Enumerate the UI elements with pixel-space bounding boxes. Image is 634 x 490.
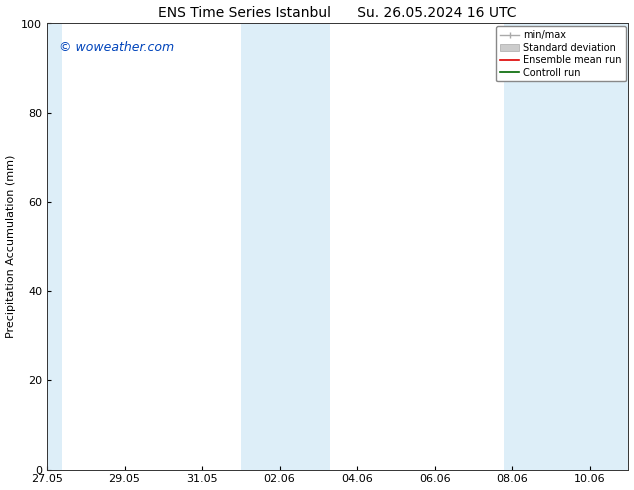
Bar bbox=[47, 24, 63, 469]
Bar bbox=[241, 24, 330, 469]
Text: © woweather.com: © woweather.com bbox=[58, 41, 174, 54]
Legend: min/max, Standard deviation, Ensemble mean run, Controll run: min/max, Standard deviation, Ensemble me… bbox=[496, 26, 626, 81]
Title: ENS Time Series Istanbul      Su. 26.05.2024 16 UTC: ENS Time Series Istanbul Su. 26.05.2024 … bbox=[158, 5, 517, 20]
Y-axis label: Precipitation Accumulation (mm): Precipitation Accumulation (mm) bbox=[6, 155, 16, 338]
Bar bbox=[505, 24, 628, 469]
